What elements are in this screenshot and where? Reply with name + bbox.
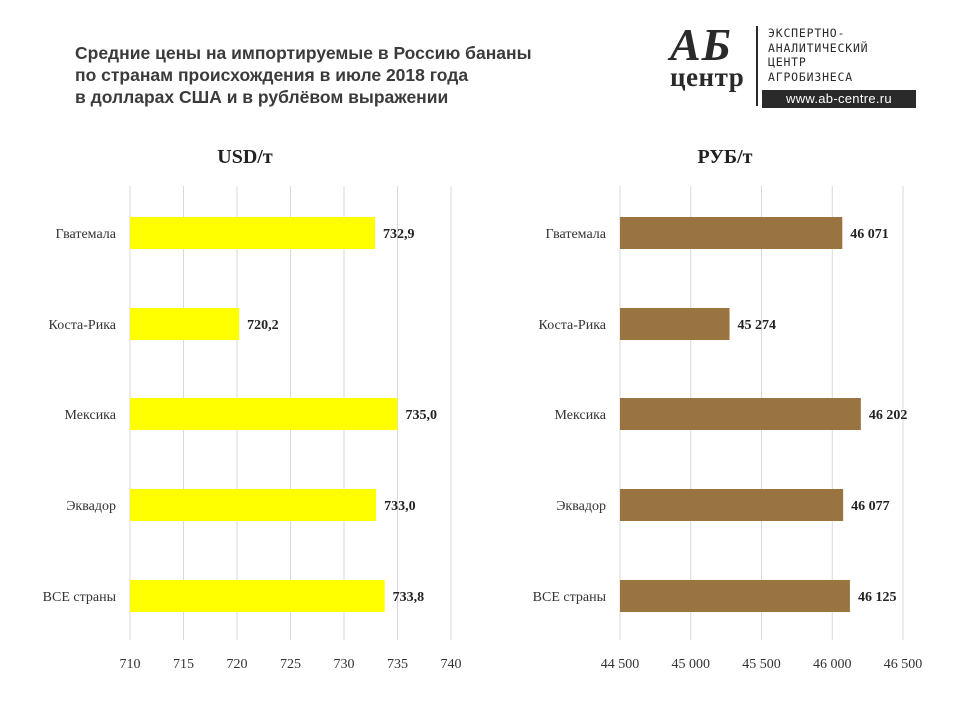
rub-category-label: Эквадор (556, 499, 606, 514)
rub-x-tick-label: 45 000 (672, 657, 711, 672)
usd-x-tick-label: 710 (120, 657, 141, 672)
rub-x-tick-label: 45 500 (742, 657, 781, 672)
usd-panel-title: USD/т (217, 146, 273, 168)
usd-data-label: 732,9 (383, 227, 415, 242)
rub-x-tick-label: 46 000 (813, 657, 852, 672)
usd-data-label: 733,0 (384, 499, 416, 514)
title-line-3: в долларах США и в рублёвом выражении (75, 87, 449, 107)
usd-category-label: Гватемала (56, 227, 117, 242)
usd-x-tick-label: 720 (227, 657, 248, 672)
usd-bar (130, 217, 376, 249)
logo-mark-top: АБ (670, 19, 732, 70)
rub-bar (620, 580, 850, 612)
logo-mark: АБ центр (668, 19, 756, 96)
ab-centre-logo: АБ центр ЭКСПЕРТНО- АНАЛИТИЧЕСКИЙ ЦЕНТР … (668, 19, 924, 110)
rub-data-label: 46 202 (869, 408, 908, 423)
logo-text-line-2: АНАЛИТИЧЕСКИЙ (768, 40, 869, 55)
usd-category-label: Мексика (65, 408, 117, 423)
rub-data-label: 46 125 (858, 590, 897, 605)
usd-category-label: ВСЕ страны (43, 590, 117, 605)
usd-data-label: 720,2 (247, 318, 279, 333)
logo-text-line-3: ЦЕНТР (768, 55, 807, 69)
rub-category-label: Гватемала (546, 227, 607, 242)
rub-bar (620, 489, 844, 521)
usd-category-label: Эквадор (66, 499, 116, 514)
usd-x-tick-label: 715 (173, 657, 194, 672)
usd-bar (130, 489, 377, 521)
logo-text: ЭКСПЕРТНО- АНАЛИТИЧЕСКИЙ ЦЕНТР АГРОБИЗНЕ… (768, 26, 924, 84)
rub-category-label: Коста-Рика (539, 318, 607, 333)
title-line-2: по странам происхождения в июле 2018 год… (75, 65, 469, 85)
logo-mark-bottom: центр (670, 62, 745, 92)
rub-panel-title: РУБ/т (697, 146, 753, 168)
chart-title: Средние цены на импортируемые в Россию б… (75, 42, 635, 108)
logo-url: www.ab-centre.ru (762, 90, 916, 108)
usd-x-tick-label: 735 (387, 657, 408, 672)
logo-text-line-1: ЭКСПЕРТНО- (768, 26, 846, 40)
rub-data-label: 45 274 (738, 318, 777, 333)
usd-data-label: 733,8 (393, 590, 425, 605)
title-line-1: Средние цены на импортируемые в Россию б… (75, 43, 532, 63)
rub-bar (620, 398, 861, 430)
rub-category-label: Мексика (555, 408, 607, 423)
usd-bar (130, 580, 385, 612)
usd-x-tick-label: 725 (280, 657, 301, 672)
usd-category-label: Коста-Рика (49, 318, 117, 333)
rub-x-tick-label: 46 500 (884, 657, 923, 672)
rub-bar (620, 308, 730, 340)
usd-bar (130, 308, 240, 340)
rub-bar (620, 217, 843, 249)
rub-category-label: ВСЕ страны (533, 590, 607, 605)
logo-text-line-4: АГРОБИЗНЕСА (768, 69, 853, 84)
usd-bar (130, 398, 398, 430)
usd-x-tick-label: 730 (334, 657, 355, 672)
logo-divider (756, 26, 758, 106)
rub-x-tick-label: 44 500 (601, 657, 640, 672)
usd-x-tick-label: 740 (441, 657, 462, 672)
rub-data-label: 46 077 (851, 499, 890, 514)
rub-data-label: 46 071 (850, 227, 889, 242)
usd-data-label: 735,0 (406, 408, 438, 423)
